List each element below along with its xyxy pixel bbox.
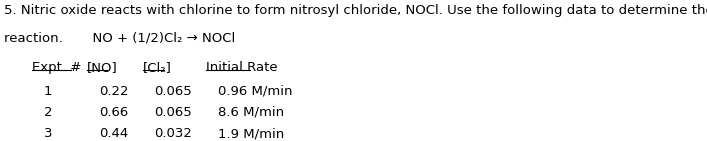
- Text: 0.22: 0.22: [99, 85, 129, 98]
- Text: 8.6 M/min: 8.6 M/min: [218, 106, 284, 119]
- Text: reaction.       NO + (1/2)Cl₂ → NOCl: reaction. NO + (1/2)Cl₂ → NOCl: [4, 32, 235, 45]
- Text: Initial Rate: Initial Rate: [206, 61, 278, 74]
- Text: Expt. #: Expt. #: [32, 61, 81, 74]
- Text: [Cl₂]: [Cl₂]: [143, 61, 172, 74]
- Text: 0.065: 0.065: [155, 106, 192, 119]
- Text: 1.9 M/min: 1.9 M/min: [218, 127, 284, 140]
- Text: 1: 1: [44, 85, 52, 98]
- Text: 0.44: 0.44: [99, 127, 128, 140]
- Text: 3: 3: [44, 127, 52, 140]
- Text: 5. Nitric oxide reacts with chlorine to form nitrosyl chloride, NOCl. Use the fo: 5. Nitric oxide reacts with chlorine to …: [4, 4, 707, 17]
- Text: 0.96 M/min: 0.96 M/min: [218, 85, 293, 98]
- Text: 0.032: 0.032: [155, 127, 192, 140]
- Text: 0.66: 0.66: [99, 106, 128, 119]
- Text: 2: 2: [44, 106, 52, 119]
- Text: 0.065: 0.065: [155, 85, 192, 98]
- Text: [NO]: [NO]: [87, 61, 118, 74]
